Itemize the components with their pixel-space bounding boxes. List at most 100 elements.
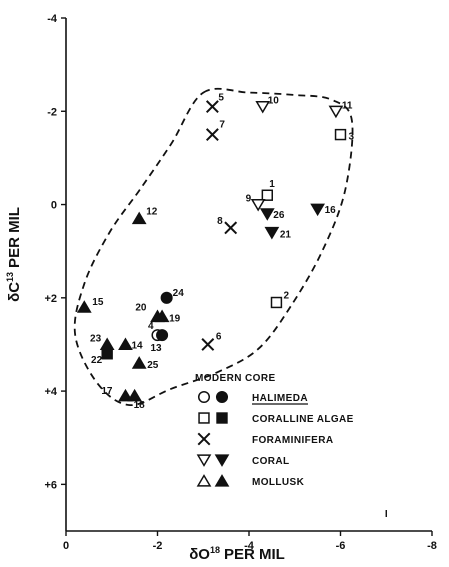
legend-header: MODERN CORE bbox=[195, 373, 276, 384]
data-point-13 bbox=[156, 329, 169, 342]
y-axis-label: δC13 PER MIL bbox=[5, 207, 23, 302]
point-label-17: 17 bbox=[101, 386, 113, 397]
legend-label-coralline_algae: CORALLINE ALGAE bbox=[252, 414, 354, 425]
marker-shape bbox=[160, 291, 173, 304]
y-tick-label: -4 bbox=[47, 13, 58, 25]
point-label-15: 15 bbox=[92, 297, 104, 308]
data-point-20 bbox=[150, 309, 165, 323]
x-tick-label: -6 bbox=[336, 540, 346, 552]
marker-shape bbox=[259, 208, 275, 221]
point-label-24: 24 bbox=[173, 288, 185, 299]
point-label-4: 4 bbox=[148, 321, 154, 332]
legend-marker-filled-coral bbox=[214, 454, 230, 467]
marker-shape bbox=[99, 337, 115, 351]
point-label-23: 23 bbox=[90, 333, 102, 344]
data-point-5 bbox=[205, 100, 219, 114]
marker-shape bbox=[214, 474, 230, 487]
x-tick-label: -2 bbox=[153, 540, 163, 552]
marker-shape bbox=[196, 454, 212, 467]
marker-shape bbox=[224, 221, 238, 235]
point-label-8: 8 bbox=[217, 216, 223, 227]
point-label-14: 14 bbox=[131, 340, 143, 351]
data-point-2 bbox=[270, 296, 283, 309]
legend-label-foraminifera: FORAMINIFERA bbox=[252, 435, 333, 446]
x-axis-label-main: δO bbox=[189, 546, 210, 563]
marker-shape bbox=[255, 101, 271, 114]
legend-marker-open-halimeda bbox=[197, 390, 211, 404]
data-point-11 bbox=[328, 105, 344, 119]
data-point-17 bbox=[118, 388, 133, 402]
marker-shape bbox=[270, 296, 283, 309]
y-axis-label-main: δC bbox=[6, 282, 23, 302]
marker-shape bbox=[196, 474, 212, 487]
marker-shape bbox=[264, 226, 280, 240]
data-point-18 bbox=[127, 388, 142, 402]
point-label-7: 7 bbox=[219, 120, 225, 131]
point-label-25: 25 bbox=[147, 360, 159, 371]
y-axis-label-sup: 13 bbox=[5, 272, 15, 282]
data-point-8 bbox=[224, 221, 238, 235]
marker-shape bbox=[334, 128, 347, 141]
data-point-9 bbox=[250, 198, 266, 212]
point-label-3: 3 bbox=[349, 132, 355, 143]
stray-mark: I bbox=[385, 509, 388, 520]
data-point-23 bbox=[99, 337, 115, 351]
marker-shape bbox=[261, 189, 274, 201]
marker-shape bbox=[150, 309, 165, 323]
point-label-5: 5 bbox=[218, 93, 224, 104]
marker-shape bbox=[201, 338, 215, 351]
point-label-13: 13 bbox=[151, 343, 163, 354]
marker-shape bbox=[328, 105, 344, 119]
marker-shape bbox=[127, 388, 142, 402]
y-tick-label: +4 bbox=[44, 386, 57, 398]
point-label-6: 6 bbox=[216, 331, 222, 342]
point-label-21: 21 bbox=[280, 230, 292, 241]
data-point-21 bbox=[264, 226, 280, 240]
legend-marker-open-coral bbox=[196, 454, 212, 467]
marker-shape bbox=[215, 390, 229, 404]
marker-shape bbox=[101, 348, 113, 360]
point-label-22: 22 bbox=[91, 355, 103, 366]
x-axis-label-sup: 18 bbox=[210, 545, 220, 555]
x-tick-label: -4 bbox=[244, 540, 255, 552]
data-point-6 bbox=[201, 338, 215, 351]
data-point-22 bbox=[101, 348, 113, 360]
marker-shape bbox=[131, 356, 147, 369]
point-label-11: 11 bbox=[342, 100, 353, 111]
data-point-3 bbox=[334, 128, 347, 141]
marker-shape bbox=[197, 432, 211, 446]
legend-label-mollusk: MOLLUSK bbox=[252, 477, 305, 488]
data-point-10 bbox=[255, 101, 271, 114]
x-tick-label: 0 bbox=[63, 540, 69, 552]
marker-shape bbox=[214, 454, 230, 467]
marker-shape bbox=[205, 128, 219, 142]
marker-shape bbox=[197, 390, 211, 404]
point-label-9: 9 bbox=[246, 194, 252, 205]
envelope-layer bbox=[73, 87, 354, 407]
y-tick-label: 0 bbox=[51, 200, 57, 212]
point-label-10: 10 bbox=[268, 96, 280, 107]
point-label-20: 20 bbox=[135, 302, 147, 313]
legend-marker-filled-halimeda bbox=[215, 390, 229, 404]
legend-marker-filled-coralline_algae bbox=[216, 412, 228, 424]
legend-marker-foraminifera bbox=[197, 432, 211, 446]
data-point-12 bbox=[131, 211, 147, 225]
data-point-14 bbox=[118, 337, 133, 351]
legend-marker-open-mollusk bbox=[196, 474, 212, 487]
marker-shape bbox=[76, 300, 92, 313]
y-tick-label: +2 bbox=[44, 293, 57, 305]
legend: MODERN CORE HALIMEDA CORALLINE ALGAE FORAMI… bbox=[195, 373, 354, 488]
x-axis-label-rest: PER MIL bbox=[224, 546, 285, 563]
y-axis-label-rest: PER MIL bbox=[6, 207, 23, 268]
point-label-2: 2 bbox=[283, 290, 289, 301]
marker-shape bbox=[156, 329, 169, 342]
point-label-12: 12 bbox=[146, 207, 158, 218]
data-point-1 bbox=[261, 189, 274, 201]
data-point-25 bbox=[131, 356, 147, 369]
marker-shape bbox=[198, 412, 210, 424]
legend-label-halimeda: HALIMEDA bbox=[252, 393, 308, 404]
marker-shape bbox=[118, 337, 133, 351]
marker-shape bbox=[216, 412, 228, 424]
